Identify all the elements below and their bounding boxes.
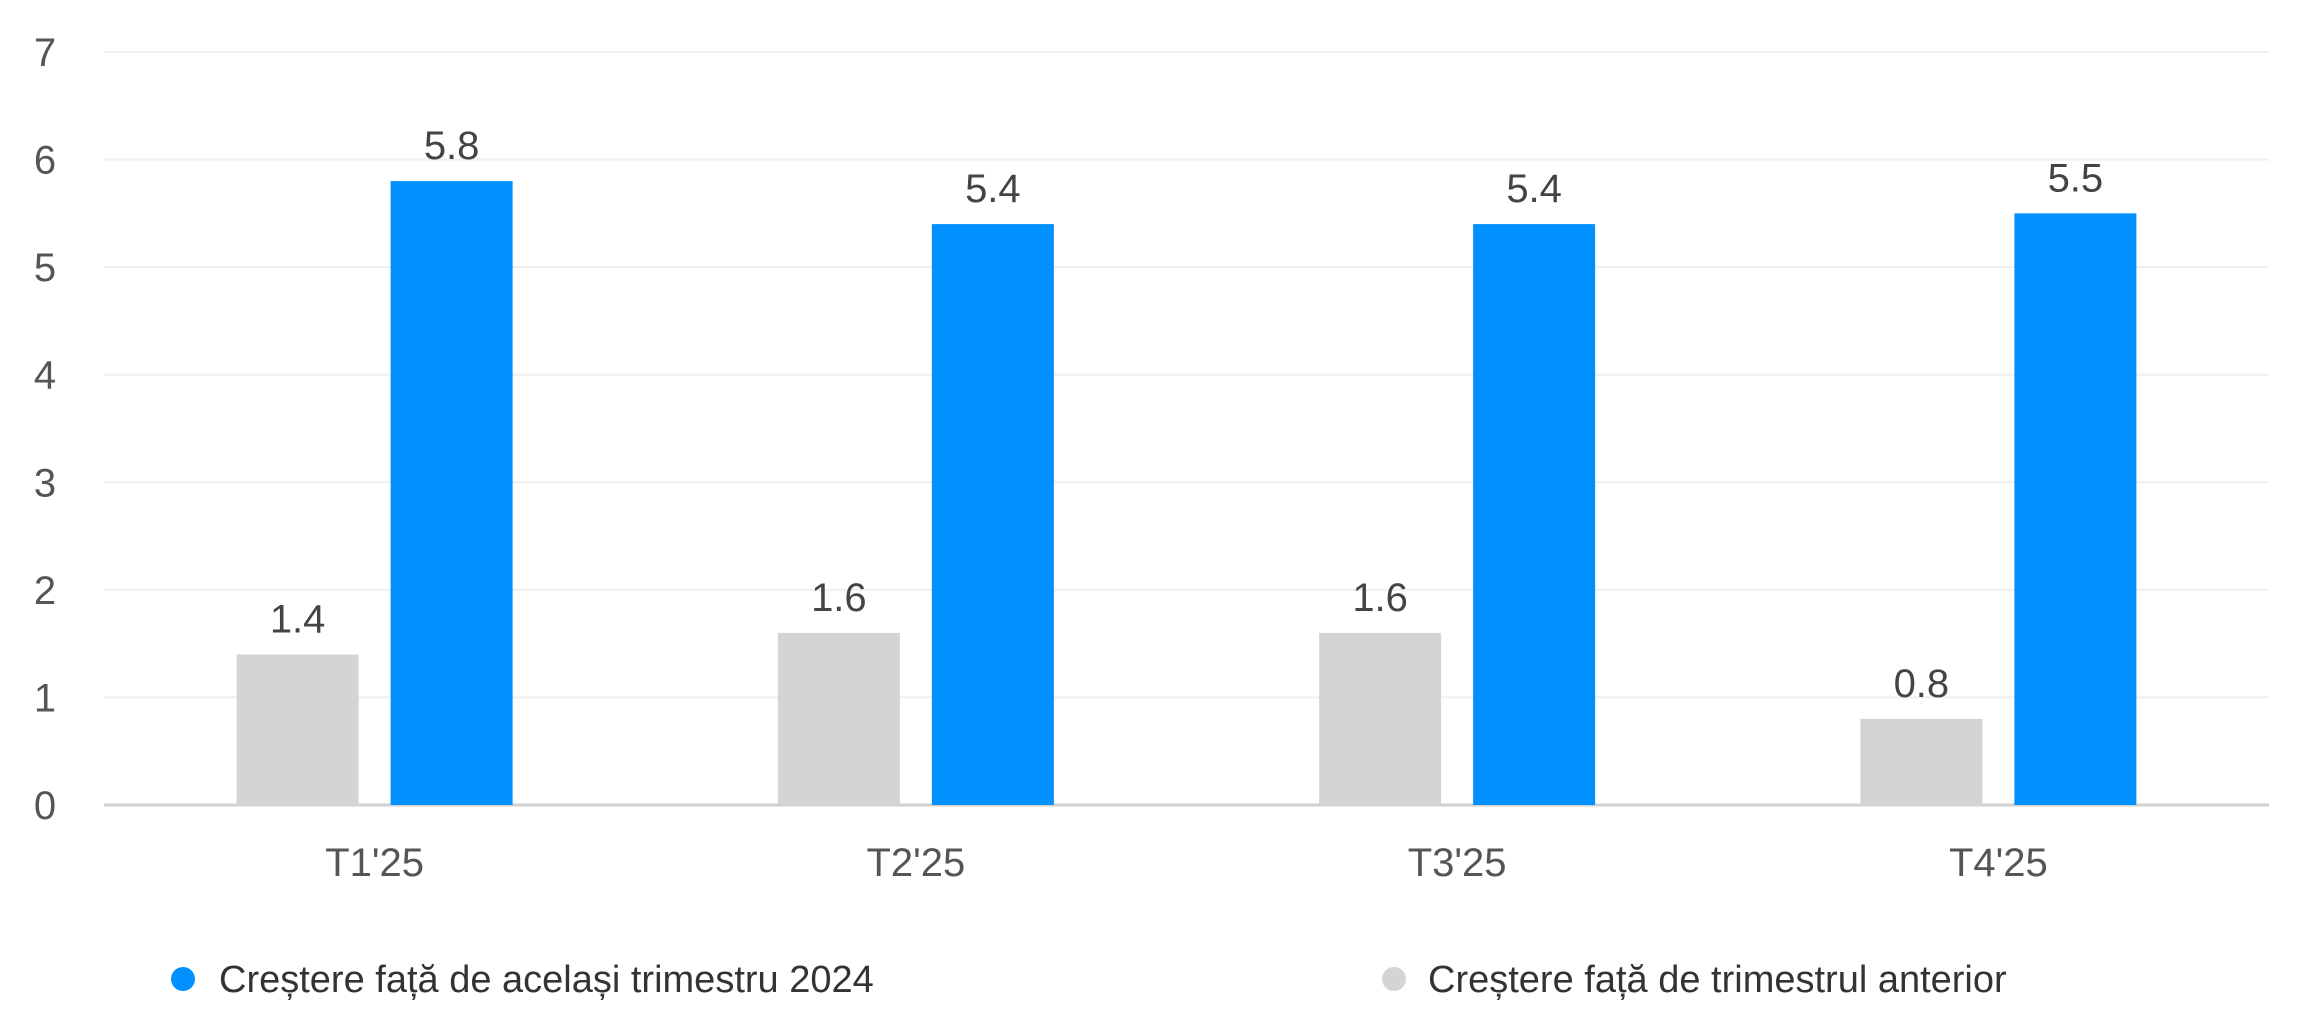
x-tick-label: T2'25	[866, 841, 965, 885]
y-axis-ticks: 0 1 2 3 4 5 6 7	[34, 31, 56, 828]
bars	[236, 181, 2137, 806]
y-tick-label: 2	[34, 569, 56, 613]
data-label: 5.4	[1506, 167, 1562, 211]
legend: Creștere față de același trimestru 2024 C…	[171, 959, 2007, 1001]
bar	[2014, 213, 2137, 805]
bar	[931, 224, 1054, 806]
x-tick-label: T1'25	[325, 841, 424, 885]
legend-marker	[171, 967, 195, 991]
bar	[236, 654, 359, 805]
x-tick-label: T3'25	[1408, 841, 1507, 885]
y-tick-label: 5	[34, 246, 56, 290]
legend-label: Creștere față de același trimestru 2024	[219, 959, 874, 1001]
bar	[390, 181, 513, 806]
data-label: 0.8	[1894, 662, 1950, 706]
x-tick-label: T4'25	[1949, 841, 2048, 885]
data-label: 1.6	[1352, 576, 1408, 620]
y-tick-label: 4	[34, 354, 56, 398]
bar	[1319, 632, 1442, 805]
legend-marker	[1382, 967, 1406, 991]
data-label: 1.6	[811, 576, 867, 620]
data-label: 5.8	[424, 124, 480, 168]
y-tick-label: 0	[34, 784, 56, 828]
y-tick-label: 7	[34, 31, 56, 75]
y-tick-label: 1	[34, 676, 56, 720]
data-labels: 1.4 5.8 1.6 5.4 1.6 5.4 0.8 5.5	[270, 124, 2103, 706]
bar	[1860, 718, 1983, 805]
x-axis-ticks: T1'25 T2'25 T3'25 T4'25	[325, 841, 2048, 885]
bar	[1473, 224, 1596, 806]
y-tick-label: 3	[34, 461, 56, 505]
data-label: 1.4	[270, 597, 326, 641]
y-tick-label: 6	[34, 139, 56, 183]
bar	[777, 632, 900, 805]
legend-label: Creștere față de trimestrul anterior	[1428, 959, 2007, 1001]
data-label: 5.5	[2048, 156, 2104, 200]
data-label: 5.4	[965, 167, 1021, 211]
